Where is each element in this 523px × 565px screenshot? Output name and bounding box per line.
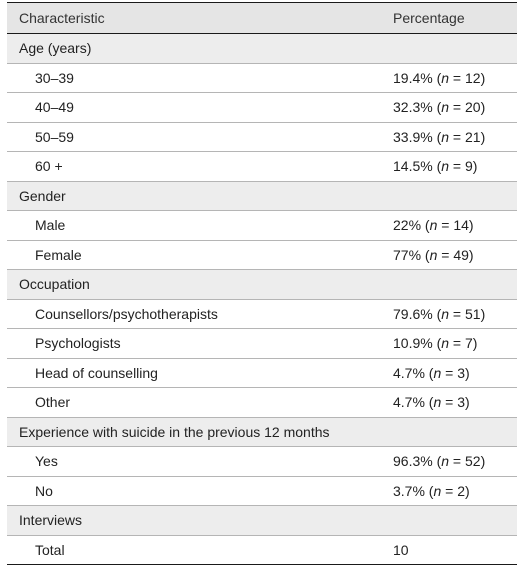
category-row: Interviews bbox=[7, 506, 517, 536]
sample-size-symbol: n bbox=[441, 129, 449, 145]
sample-size-value: = 7) bbox=[449, 335, 477, 351]
sample-size-symbol: n bbox=[441, 99, 449, 115]
category-label: Occupation bbox=[7, 276, 385, 292]
row-percentage: 19.4% (n = 12) bbox=[385, 70, 517, 86]
row-label: Male bbox=[7, 217, 385, 233]
category-label: Experience with suicide in the previous … bbox=[7, 424, 385, 440]
sample-size-symbol: n bbox=[441, 306, 449, 322]
row-label: Head of counselling bbox=[7, 365, 385, 381]
table-row: 60 +14.5% (n = 9) bbox=[7, 152, 517, 182]
row-percentage: 14.5% (n = 9) bbox=[385, 158, 517, 174]
category-row: Age (years) bbox=[7, 34, 517, 64]
sample-size-value: = 20) bbox=[449, 99, 485, 115]
percentage-value: 32.3% ( bbox=[393, 99, 441, 115]
row-percentage: 3.7% (n = 2) bbox=[385, 483, 517, 499]
row-label: Yes bbox=[7, 453, 385, 469]
header-percentage: Percentage bbox=[385, 10, 517, 26]
percentage-value: 96.3% ( bbox=[393, 453, 441, 469]
percentage-value: 33.9% ( bbox=[393, 129, 441, 145]
percentage-value: 10 bbox=[393, 542, 409, 558]
sample-size-value: = 52) bbox=[449, 453, 485, 469]
row-label: 40–49 bbox=[7, 99, 385, 115]
row-percentage: 10.9% (n = 7) bbox=[385, 335, 517, 351]
row-percentage: 96.3% (n = 52) bbox=[385, 453, 517, 469]
category-label: Interviews bbox=[7, 512, 385, 528]
table-row: Total 10 bbox=[7, 536, 517, 565]
category-row: Occupation bbox=[7, 270, 517, 300]
sample-size-symbol: n bbox=[441, 453, 449, 469]
row-label: Counsellors/psychotherapists bbox=[7, 306, 385, 322]
row-label: 60 + bbox=[7, 158, 385, 174]
row-percentage: 4.7% (n = 3) bbox=[385, 394, 517, 410]
row-percentage: 79.6% (n = 51) bbox=[385, 306, 517, 322]
sample-size-symbol: n bbox=[441, 335, 449, 351]
percentage-value: 10.9% ( bbox=[393, 335, 441, 351]
category-row: Experience with suicide in the previous … bbox=[7, 418, 517, 448]
row-label: 50–59 bbox=[7, 129, 385, 145]
table-header: Characteristic Percentage bbox=[7, 2, 517, 34]
sample-size-value: = 51) bbox=[449, 306, 485, 322]
demographics-table: Characteristic Percentage Age (years) 30–… bbox=[7, 2, 517, 565]
percentage-value: 14.5% ( bbox=[393, 158, 441, 174]
row-label: Total bbox=[7, 542, 385, 558]
percentage-value: 77% ( bbox=[393, 247, 430, 263]
row-label: Other bbox=[7, 394, 385, 410]
row-percentage: 32.3% (n = 20) bbox=[385, 99, 517, 115]
category-row: Gender bbox=[7, 182, 517, 212]
sample-size-symbol: n bbox=[441, 70, 449, 86]
category-label: Gender bbox=[7, 188, 385, 204]
percentage-value: 4.7% ( bbox=[393, 365, 433, 381]
header-characteristic: Characteristic bbox=[7, 10, 385, 26]
sample-size-value: = 9) bbox=[449, 158, 477, 174]
sample-size-symbol: n bbox=[441, 158, 449, 174]
row-percentage: 4.7% (n = 3) bbox=[385, 365, 517, 381]
percentage-value: 79.6% ( bbox=[393, 306, 441, 322]
sample-size-value: = 2) bbox=[441, 483, 469, 499]
percentage-value: 19.4% ( bbox=[393, 70, 441, 86]
sample-size-value: = 21) bbox=[449, 129, 485, 145]
row-percentage: 77% (n = 49) bbox=[385, 247, 517, 263]
sample-size-value: = 49) bbox=[437, 247, 473, 263]
sample-size-value: = 3) bbox=[441, 394, 469, 410]
row-percentage: 33.9% (n = 21) bbox=[385, 129, 517, 145]
row-label: Female bbox=[7, 247, 385, 263]
percentage-value: 22% ( bbox=[393, 217, 430, 233]
percentage-value: 3.7% ( bbox=[393, 483, 433, 499]
sample-size-value: = 3) bbox=[441, 365, 469, 381]
row-label: Psychologists bbox=[7, 335, 385, 351]
row-percentage: 10 bbox=[385, 542, 517, 558]
percentage-value: 4.7% ( bbox=[393, 394, 433, 410]
sample-size-value: = 12) bbox=[449, 70, 485, 86]
row-label: No bbox=[7, 483, 385, 499]
sample-size-value: = 14) bbox=[437, 217, 473, 233]
row-percentage: 22% (n = 14) bbox=[385, 217, 517, 233]
row-label: 30–39 bbox=[7, 70, 385, 86]
category-label: Age (years) bbox=[7, 40, 385, 56]
